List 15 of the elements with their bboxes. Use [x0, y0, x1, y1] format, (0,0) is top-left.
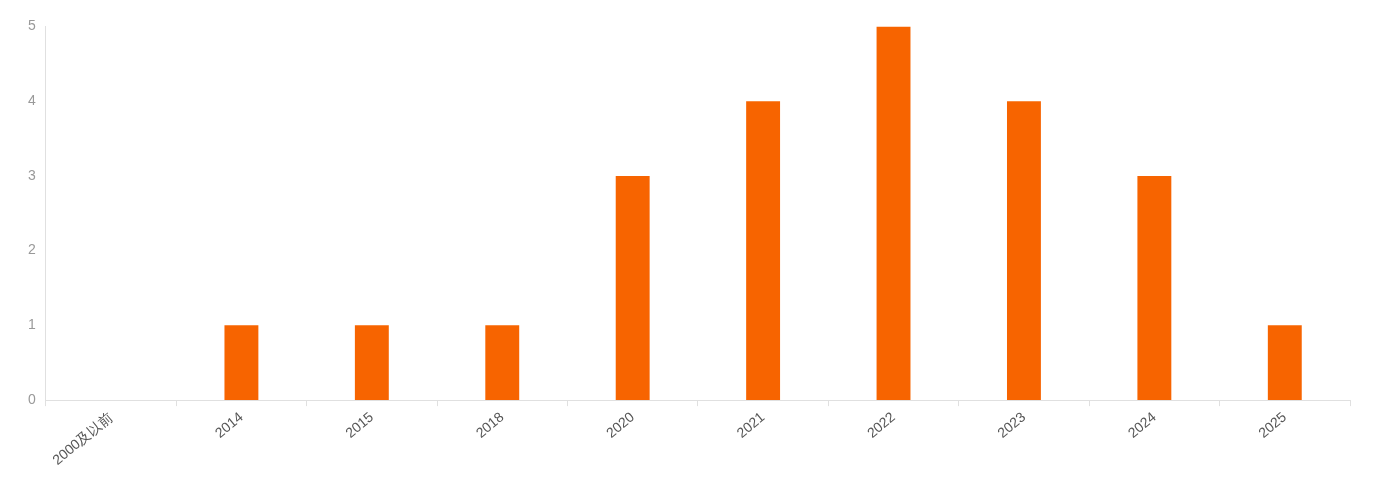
bar: [1137, 175, 1172, 401]
y-tick-label: 4: [27, 92, 36, 108]
bar: [1006, 101, 1041, 401]
bar: [485, 325, 520, 401]
bar: [354, 325, 389, 401]
y-tick-label: 1: [27, 316, 36, 333]
bar: [615, 175, 650, 401]
bar: [1267, 325, 1302, 401]
y-tick-label: 3: [27, 166, 36, 183]
bar: [224, 325, 259, 401]
bar: [746, 101, 781, 401]
y-tick-label: 2: [27, 241, 36, 258]
bar: [876, 26, 911, 401]
y-tick-label: 5: [27, 17, 36, 34]
y-tick-label: 0: [27, 390, 36, 407]
